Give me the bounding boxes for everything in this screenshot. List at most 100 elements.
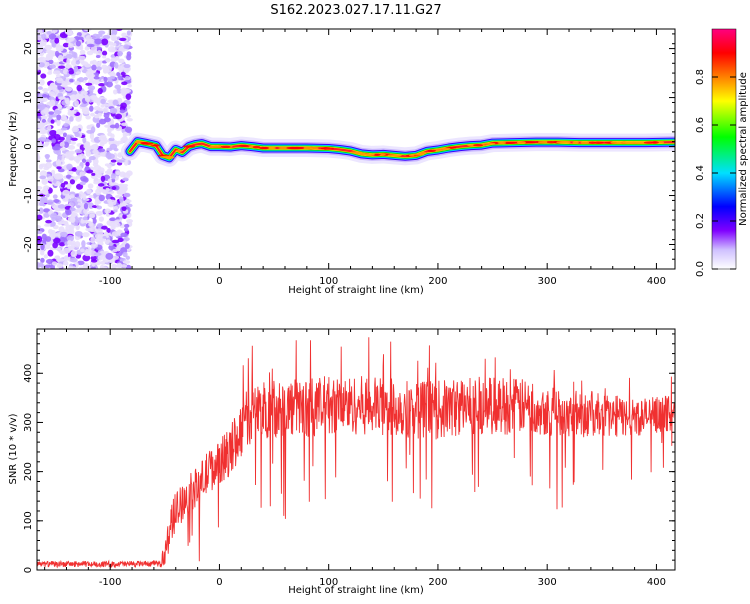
snr-ytick-label: 300: [23, 413, 34, 432]
noise-blob: [37, 262, 41, 269]
noise-blob: [122, 177, 129, 182]
colorbar-label: Normalized spectral amplitude: [738, 72, 749, 226]
noise-blob: [123, 159, 129, 166]
noise-blob: [79, 181, 86, 186]
colorbar-ticks: 0.0 0.2 0.4 0.6 0.8: [695, 69, 736, 277]
snr-xtick-label: 200: [428, 577, 447, 588]
spectrogram-ytick-label: 10: [23, 91, 34, 104]
ridge-peak: [616, 141, 630, 144]
noise-blob: [40, 73, 47, 79]
snr-frame: [36, 328, 676, 571]
noise-blob: [46, 199, 54, 206]
noise-blob: [126, 170, 133, 177]
noise-blob: [65, 174, 72, 179]
noise-blob: [103, 81, 109, 86]
noise-blob: [37, 230, 43, 235]
noise-blob: [98, 194, 105, 202]
noise-blob: [106, 168, 113, 175]
noise-blob: [74, 100, 79, 107]
noise-blob: [63, 123, 69, 127]
noise-blob: [86, 38, 95, 43]
noise-blob: [89, 132, 95, 140]
noise-blob: [45, 159, 52, 163]
noise-blob: [111, 239, 120, 244]
noise-blob: [89, 144, 98, 150]
noise-blob: [56, 263, 63, 269]
noise-blob: [48, 59, 54, 65]
ridge-peak: [580, 141, 590, 144]
noise-blob: [109, 75, 115, 80]
noise-blob: [109, 124, 117, 129]
noise-blob: [37, 86, 43, 90]
noise-blob: [122, 213, 127, 220]
noise-blob: [94, 38, 102, 45]
noise-blob: [112, 42, 117, 47]
noise-blob: [67, 239, 73, 246]
noise-blob: [114, 55, 120, 61]
noise-blob: [45, 236, 52, 242]
noise-blob: [88, 194, 94, 199]
noise-blob: [118, 58, 125, 64]
noise-blob: [98, 148, 106, 153]
noise-blob: [77, 260, 85, 266]
noise-blob: [96, 66, 102, 71]
noise-blob: [102, 106, 109, 114]
noise-blob: [67, 170, 74, 175]
noise-blob: [126, 30, 131, 36]
snr-xtick-label: 400: [647, 577, 666, 588]
noise-blob: [86, 188, 92, 194]
noise-blob: [117, 50, 123, 57]
noise-blob: [105, 57, 111, 63]
noise-blob: [79, 171, 86, 176]
noise-blob: [115, 170, 121, 175]
ridge-peak: [516, 141, 526, 144]
noise-blob: [102, 103, 110, 107]
noise-blob: [105, 252, 114, 260]
ridge-peak: [321, 147, 333, 150]
noise-blob: [60, 147, 66, 151]
noise-blob: [76, 165, 82, 171]
noise-blob: [90, 94, 98, 101]
colorbar-tick-label: 0.0: [695, 261, 706, 277]
noise-blob: [62, 197, 69, 202]
noise-blob: [70, 94, 77, 101]
noise-blob: [119, 109, 126, 114]
noise-blob: [57, 204, 66, 209]
noise-blob: [113, 89, 118, 95]
spectrogram-xtick-label: 300: [538, 276, 557, 287]
noise-blob: [44, 108, 50, 115]
noise-blob: [46, 30, 52, 35]
noise-blob: [112, 108, 117, 113]
noise-blob: [102, 35, 111, 40]
snr-xtick-label: 0: [216, 577, 222, 588]
noise-blob: [85, 70, 93, 78]
noise-blob: [115, 219, 121, 223]
noise-blob: [74, 241, 81, 248]
snr-xlabel: Height of straight line (km): [288, 585, 424, 596]
noise-blob: [122, 251, 128, 258]
noise-blob: [72, 110, 77, 114]
noise-blob: [68, 70, 75, 75]
spectrogram-data: [37, 29, 675, 269]
ridge-peak: [589, 141, 597, 144]
noise-blob: [53, 110, 62, 115]
noise-blob: [103, 117, 111, 123]
noise-blob: [64, 97, 70, 104]
noise-blob: [58, 96, 66, 100]
noise-blob: [41, 33, 47, 40]
noise-blob: [44, 44, 53, 51]
noise-blob: [69, 179, 76, 185]
noise-blob: [107, 46, 116, 53]
noise-blob: [92, 218, 97, 224]
snr-ytick-label: 100: [23, 511, 34, 530]
noise-blob: [120, 232, 128, 238]
noise-blob: [111, 29, 118, 35]
noise-blob: [112, 99, 119, 106]
spectrogram-ytick-label: -20: [23, 236, 34, 252]
noise-blob: [74, 149, 83, 154]
noise-blob: [45, 55, 54, 61]
noise-blob: [77, 36, 84, 41]
noise-blob: [84, 166, 90, 171]
noise-blob: [42, 94, 48, 98]
